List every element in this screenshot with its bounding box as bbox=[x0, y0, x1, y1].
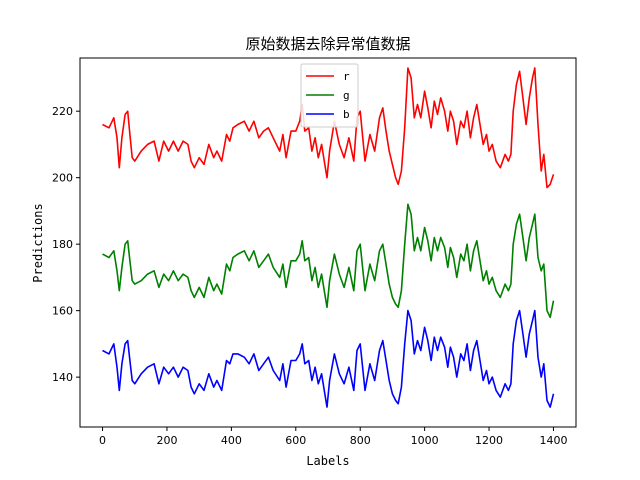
plot-area bbox=[102, 67, 555, 408]
y-tick-label: 180 bbox=[52, 238, 73, 251]
plot-frame bbox=[79, 57, 577, 428]
y-tick-label: 140 bbox=[52, 371, 73, 384]
y-tick-label: 160 bbox=[52, 305, 73, 318]
x-tick-label: 200 bbox=[156, 434, 177, 447]
y-axis-ticks: 140 160 180 200 220 bbox=[52, 105, 80, 384]
legend-label-b: b bbox=[343, 108, 350, 121]
series-line-g bbox=[102, 203, 555, 319]
y-tick-label: 200 bbox=[52, 172, 73, 185]
y-axis-label: Predictions bbox=[31, 203, 45, 282]
legend-label-g: g bbox=[343, 89, 350, 102]
x-tick-label: 0 bbox=[99, 434, 106, 447]
series-line-r bbox=[102, 67, 555, 189]
legend: rgb bbox=[300, 63, 359, 128]
x-tick-label: 1200 bbox=[475, 434, 503, 447]
x-axis-ticks: 0 200 400 600 800 1000 1200 1400 bbox=[99, 427, 567, 447]
series-line-b bbox=[102, 309, 555, 408]
x-tick-label: 800 bbox=[350, 434, 371, 447]
x-axis-label: Labels bbox=[306, 454, 349, 468]
x-tick-label: 1000 bbox=[411, 434, 439, 447]
x-tick-label: 400 bbox=[221, 434, 242, 447]
legend-label-r: r bbox=[343, 70, 350, 83]
x-tick-label: 1400 bbox=[539, 434, 567, 447]
y-tick-label: 220 bbox=[52, 105, 73, 118]
x-tick-label: 600 bbox=[285, 434, 306, 447]
chart-title: 原始数据去除异常值数据 bbox=[245, 35, 410, 53]
